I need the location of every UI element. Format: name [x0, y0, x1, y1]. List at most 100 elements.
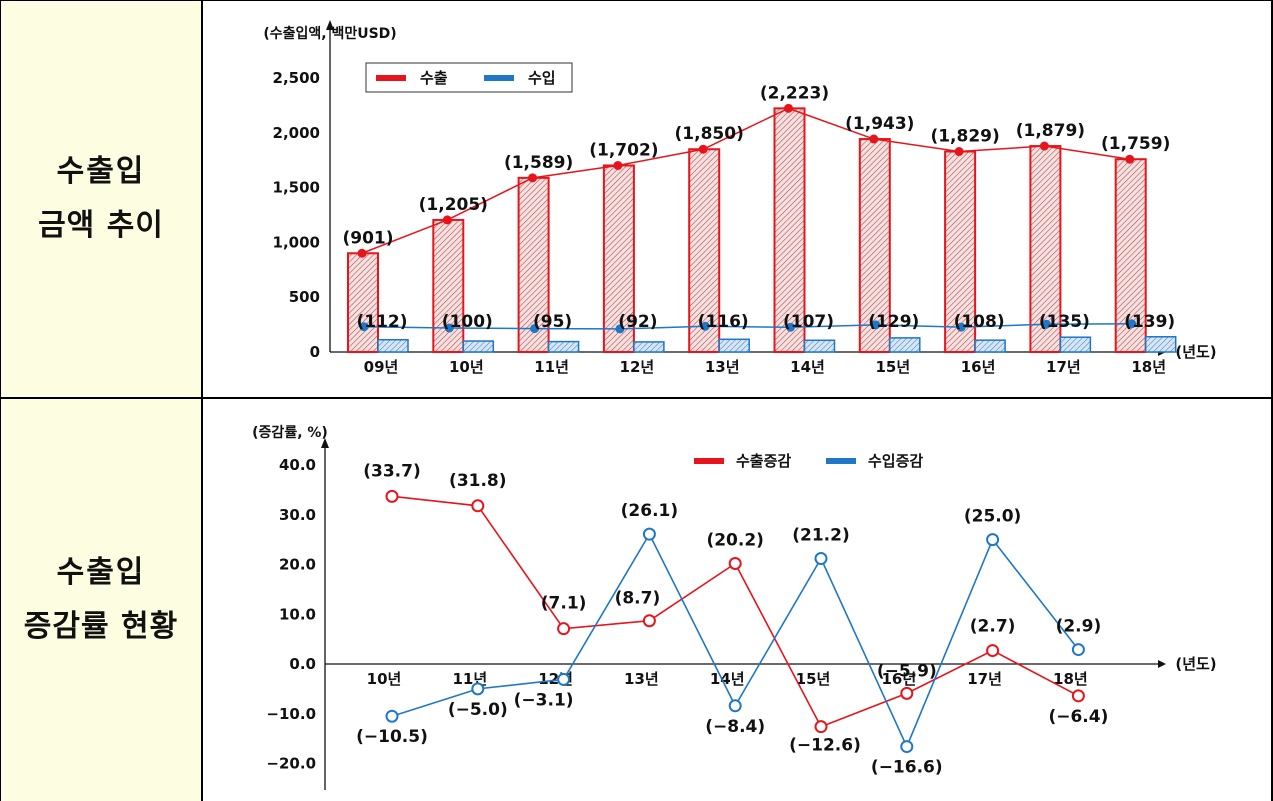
- point-export: [954, 147, 964, 157]
- point-export: [357, 248, 367, 258]
- legend-swatch-export: [376, 75, 406, 81]
- point-export: [442, 215, 452, 225]
- x-tick-label: 18년: [1131, 358, 1166, 376]
- bar-import: [889, 337, 921, 353]
- point-import: [615, 324, 625, 334]
- data-label-export-growth: (7.1): [541, 594, 587, 614]
- x-axis-arrow: [1158, 660, 1166, 668]
- x-tick-label: 16년: [881, 670, 916, 688]
- point-import: [359, 322, 369, 332]
- y-tick-label: 40.0: [279, 456, 316, 474]
- point-export: [784, 103, 793, 113]
- bar-import: [1144, 336, 1177, 353]
- data-label-import: (139): [1124, 312, 1175, 332]
- y-tick-label: 30.0: [279, 506, 316, 524]
- point-export: [869, 134, 879, 144]
- y-tick-label: 2,500: [273, 69, 320, 87]
- point-export: [1039, 141, 1049, 151]
- point-export-growth: [385, 489, 399, 503]
- x-tick-label: 10년: [367, 670, 402, 688]
- row-label-growth-rate: 수출입 증감률 현황: [1, 399, 201, 801]
- y-axis-arrow: [321, 438, 329, 448]
- point-import-growth: [471, 682, 485, 696]
- data-label-export: (1,702): [589, 140, 658, 160]
- point-import-growth: [814, 552, 828, 566]
- data-label-import: (129): [868, 312, 919, 332]
- y-tick-label: 2,000: [273, 124, 320, 142]
- data-label-export: (1,850): [675, 124, 744, 144]
- chart-trade-amount: (수출입액, 백만USD)(년도)2,5002,0001,5001,000500…: [263, 20, 1217, 376]
- x-tick-label: 13년: [705, 358, 740, 376]
- bar-export: [773, 107, 806, 353]
- bar-import: [633, 341, 665, 353]
- y-tick-label: 1,000: [273, 233, 320, 251]
- border-divider-vertical: [201, 0, 203, 801]
- y-axis-arrow: [326, 20, 334, 30]
- x-tick-label: 15년: [875, 358, 910, 376]
- x-tick-label: 12년: [620, 358, 655, 376]
- bar-import: [803, 339, 836, 353]
- data-label-import: (116): [698, 312, 749, 332]
- point-import: [786, 322, 795, 332]
- point-import: [956, 322, 966, 332]
- legend-swatch-import-growth: [826, 458, 856, 464]
- bar-import: [718, 338, 750, 353]
- y-tick-label: 500: [289, 288, 320, 306]
- point-import: [1127, 319, 1137, 329]
- data-label-export-growth: (2.7): [970, 617, 1016, 637]
- bar-export: [347, 252, 379, 353]
- data-label-import-growth: (−16.6): [871, 758, 943, 778]
- data-label-export: (1,829): [930, 127, 999, 147]
- data-label-export: (1,759): [1101, 134, 1170, 154]
- legend-label-export: 수출: [420, 69, 448, 87]
- bar-export: [602, 164, 635, 353]
- y-tick-label: 0: [310, 343, 320, 361]
- data-label-export: (1,943): [845, 114, 914, 134]
- bar-import: [1059, 336, 1092, 353]
- data-label-import-growth: (21.2): [792, 526, 849, 546]
- data-label-import-growth: (−3.1): [514, 690, 574, 710]
- point-export-growth: [900, 686, 914, 700]
- x-tick-label: 16년: [961, 358, 996, 376]
- point-import-growth: [642, 527, 656, 541]
- legend-label-export-growth: 수출증감: [736, 452, 791, 470]
- bar-export: [944, 150, 977, 353]
- data-label-export-growth: (8.7): [615, 589, 661, 609]
- y-tick-label: 10.0: [279, 605, 316, 623]
- data-label-import-growth: (−10.5): [356, 727, 428, 747]
- data-label-import: (135): [1039, 312, 1090, 332]
- point-export: [1125, 154, 1135, 164]
- y-tick-label: 0.0: [289, 655, 316, 673]
- point-export-growth: [814, 720, 828, 734]
- point-import-growth: [557, 672, 571, 686]
- point-export-growth: [986, 644, 1000, 658]
- point-export-growth: [642, 614, 656, 628]
- data-label-import: (112): [356, 312, 407, 332]
- data-label-export-growth: (−5.9): [877, 661, 937, 681]
- data-label-export: (901): [342, 228, 393, 248]
- point-import: [530, 324, 540, 334]
- point-export-growth: [1071, 689, 1085, 703]
- x-axis-unit-label: (년도): [1175, 343, 1216, 361]
- line-import: [363, 323, 1132, 330]
- data-label-import-growth: (−8.4): [705, 717, 765, 737]
- data-label-export: (2,223): [760, 83, 829, 103]
- data-label-export-growth: (−12.6): [789, 736, 861, 756]
- data-label-export: (1,589): [504, 153, 573, 173]
- bar-import: [377, 338, 409, 353]
- row-label-line2: 금액 추이: [38, 207, 164, 243]
- line-export: [361, 107, 1130, 254]
- point-import-growth: [986, 533, 1000, 547]
- x-tick-label: 17년: [1046, 358, 1081, 376]
- point-import-growth: [900, 740, 914, 754]
- y-tick-label: 20.0: [279, 556, 316, 574]
- data-label-export-growth: (33.7): [363, 461, 420, 481]
- point-export: [698, 144, 708, 154]
- data-label-import-growth: (2.9): [1056, 617, 1102, 637]
- point-export: [613, 160, 623, 170]
- data-label-import: (108): [954, 312, 1005, 332]
- bar-import: [974, 339, 1006, 353]
- data-label-export-growth: (−6.4): [1048, 707, 1108, 727]
- border-divider-horizontal: [0, 397, 1273, 399]
- x-tick-label: 17년: [967, 670, 1002, 688]
